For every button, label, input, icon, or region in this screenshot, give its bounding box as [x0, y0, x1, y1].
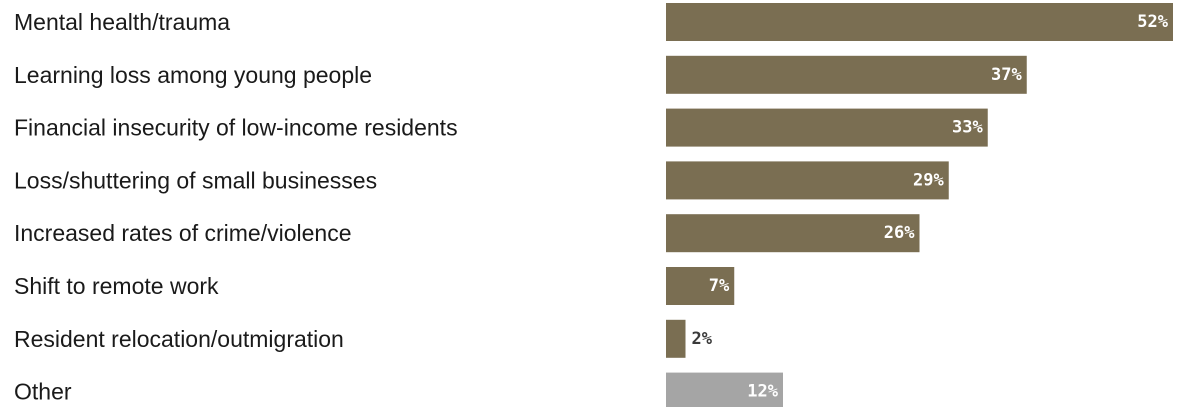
value-label: 33% [952, 118, 983, 138]
bar [666, 372, 783, 407]
category-label: Mental health/trauma [14, 9, 230, 35]
bar [666, 161, 949, 200]
value-label: 29% [913, 170, 944, 190]
category-label: Resident relocation/outmigration [14, 326, 344, 352]
bar [666, 267, 735, 305]
category-label: Learning loss among young people [14, 62, 372, 88]
category-label: Increased rates of crime/violence [14, 220, 352, 246]
value-label: 7% [709, 276, 730, 296]
bar [666, 55, 1027, 94]
bar [666, 319, 686, 358]
bar [666, 214, 920, 253]
bar [666, 3, 1173, 41]
value-label: 52% [1137, 12, 1168, 32]
bar [666, 108, 988, 147]
value-label: 26% [884, 223, 915, 243]
category-label: Financial insecurity of low-income resid… [14, 115, 458, 141]
value-label: 37% [991, 65, 1022, 85]
category-label: Other [14, 379, 72, 405]
category-label: Shift to remote work [14, 273, 219, 299]
value-label: 2% [692, 329, 713, 349]
category-label: Loss/shuttering of small businesses [14, 167, 377, 193]
value-label: 12% [747, 382, 778, 402]
